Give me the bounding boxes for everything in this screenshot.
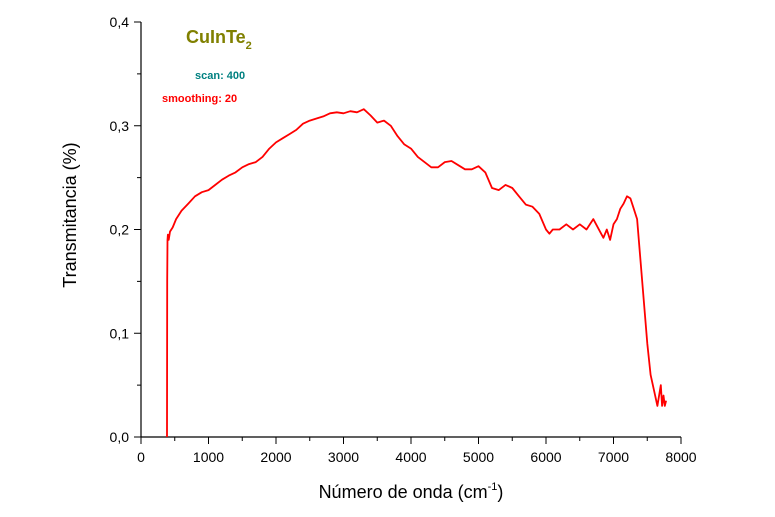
x-tick-label: 5000 (463, 449, 494, 465)
x-tick-label: 3000 (328, 449, 359, 465)
series-layer (166, 108, 667, 438)
x-tick-label: 0 (137, 449, 145, 465)
x-tick-label: 2000 (260, 449, 291, 465)
x-tick-label: 1000 (193, 449, 224, 465)
y-tick-label: 0,0 (110, 429, 130, 445)
y-tick-label: 0,4 (110, 14, 130, 30)
x-tick-label: 6000 (530, 449, 561, 465)
x-tick-label: 4000 (395, 449, 426, 465)
y-tick-label: 0,2 (110, 222, 130, 238)
x-tick-label: 7000 (598, 449, 629, 465)
y-tick-label: 0,1 (110, 325, 130, 341)
x-axis-title: Número de onda (cm-1) (319, 481, 504, 502)
compound-label: CuInTe2 (186, 27, 252, 52)
smoothing-label: smoothing: 20 (162, 93, 237, 105)
y-axis-title: Transmitancia (%) (60, 142, 80, 287)
scan-label: scan: 400 (195, 70, 245, 82)
axes: 0 1000 2000 3000 4000 5000 6000 7000 8000 0,0 0,1 0… (110, 14, 697, 465)
y-tick-label: 0,3 (110, 118, 130, 134)
series-line (166, 108, 667, 438)
x-tick-label: 8000 (665, 449, 696, 465)
